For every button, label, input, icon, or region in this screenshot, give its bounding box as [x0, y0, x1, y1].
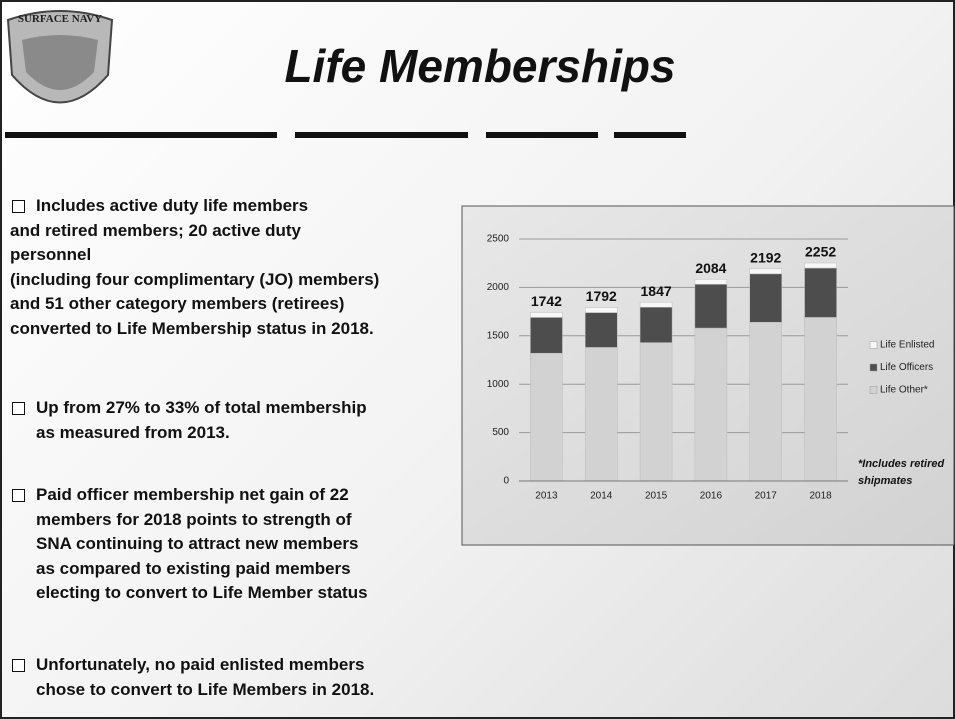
x-tick-label: 2014 — [590, 491, 613, 502]
bullet-line: Unfortunately, no paid enlisted members — [36, 655, 365, 674]
x-tick-label: 2013 — [535, 491, 558, 502]
bar-segment — [530, 312, 563, 318]
logo: SURFACE NAVY — [6, 10, 114, 104]
bar-segment — [585, 312, 618, 348]
legend-swatch — [869, 341, 878, 349]
y-tick-label: 500 — [492, 427, 509, 438]
bullet-line: converted to Life Membership status in 2… — [10, 318, 374, 338]
y-tick-label: 2500 — [487, 234, 510, 245]
total-label: 2192 — [750, 250, 781, 266]
legend-label: Life Other* — [880, 385, 928, 396]
bullet-box — [12, 489, 25, 502]
bullet-line: members for 2018 points to strength of — [36, 509, 352, 529]
bar-segment — [585, 347, 618, 482]
bullet-line: as compared to existing paid members — [36, 558, 351, 578]
legend-swatch — [869, 363, 878, 372]
bar-segment — [694, 284, 728, 329]
bar-segment — [749, 321, 782, 482]
chart-note: *Includes retired — [858, 458, 944, 470]
logo-text: SURFACE NAVY — [18, 13, 102, 25]
bar-segment — [749, 273, 782, 323]
bar-segment — [639, 342, 673, 482]
legend-label: Life Enlisted — [880, 340, 934, 351]
bullet-box — [12, 659, 25, 672]
total-label: 1742 — [531, 293, 562, 309]
bullet-line: SNA continuing to attract new members — [36, 534, 359, 553]
bullet-line: Up from 27% to 33% of total membership — [36, 398, 367, 417]
bar-segment — [639, 301, 673, 308]
y-tick-label: 2000 — [487, 282, 510, 293]
x-tick-label: 2016 — [700, 491, 723, 502]
bullet-line: personnel — [10, 245, 92, 264]
total-label: 2252 — [805, 244, 836, 260]
bar-segment — [804, 317, 837, 482]
bar-segment — [694, 279, 728, 285]
bullet-box — [12, 402, 25, 415]
bullet-line: and 51 other category members (retirees) — [10, 294, 345, 313]
bullet-line: chose to convert to Life Members in 2018… — [36, 679, 375, 699]
bullet-line: Paid officer membership net gain of 22 — [36, 485, 349, 504]
chart-note: shipmates — [858, 475, 912, 487]
x-tick-label: 2017 — [755, 491, 778, 502]
bar-segment — [530, 317, 563, 354]
legend-swatch — [869, 386, 878, 394]
total-label: 2084 — [695, 260, 726, 276]
header-rules — [5, 132, 686, 138]
bar-segment — [749, 268, 782, 275]
total-label: 1792 — [586, 288, 617, 304]
y-tick-label: 0 — [503, 476, 509, 487]
bar-segment — [585, 307, 618, 313]
bullet-box — [12, 200, 25, 213]
total-label: 1847 — [641, 283, 672, 299]
bar-segment — [804, 267, 837, 318]
bar-segment — [694, 327, 728, 482]
bullet-line: Includes active duty life members — [36, 196, 309, 215]
x-tick-label: 2015 — [645, 491, 668, 502]
bar-segment — [530, 352, 563, 482]
y-tick-label: 1500 — [487, 330, 510, 341]
bullet-line: and retired members; 20 active duty — [10, 220, 302, 240]
bullet-line: (including four complimentary (JO) membe… — [10, 269, 380, 289]
bar-segment — [804, 262, 837, 269]
bullet-line: electing to convert to Life Member statu… — [36, 583, 368, 602]
bar-segment — [639, 306, 673, 343]
bullet-line: as measured from 2013. — [36, 422, 230, 442]
legend-label: Life Officers — [880, 362, 933, 373]
y-tick-label: 1000 — [487, 379, 510, 390]
slide-title: Life Memberships — [284, 40, 675, 92]
x-tick-label: 2018 — [809, 491, 832, 502]
